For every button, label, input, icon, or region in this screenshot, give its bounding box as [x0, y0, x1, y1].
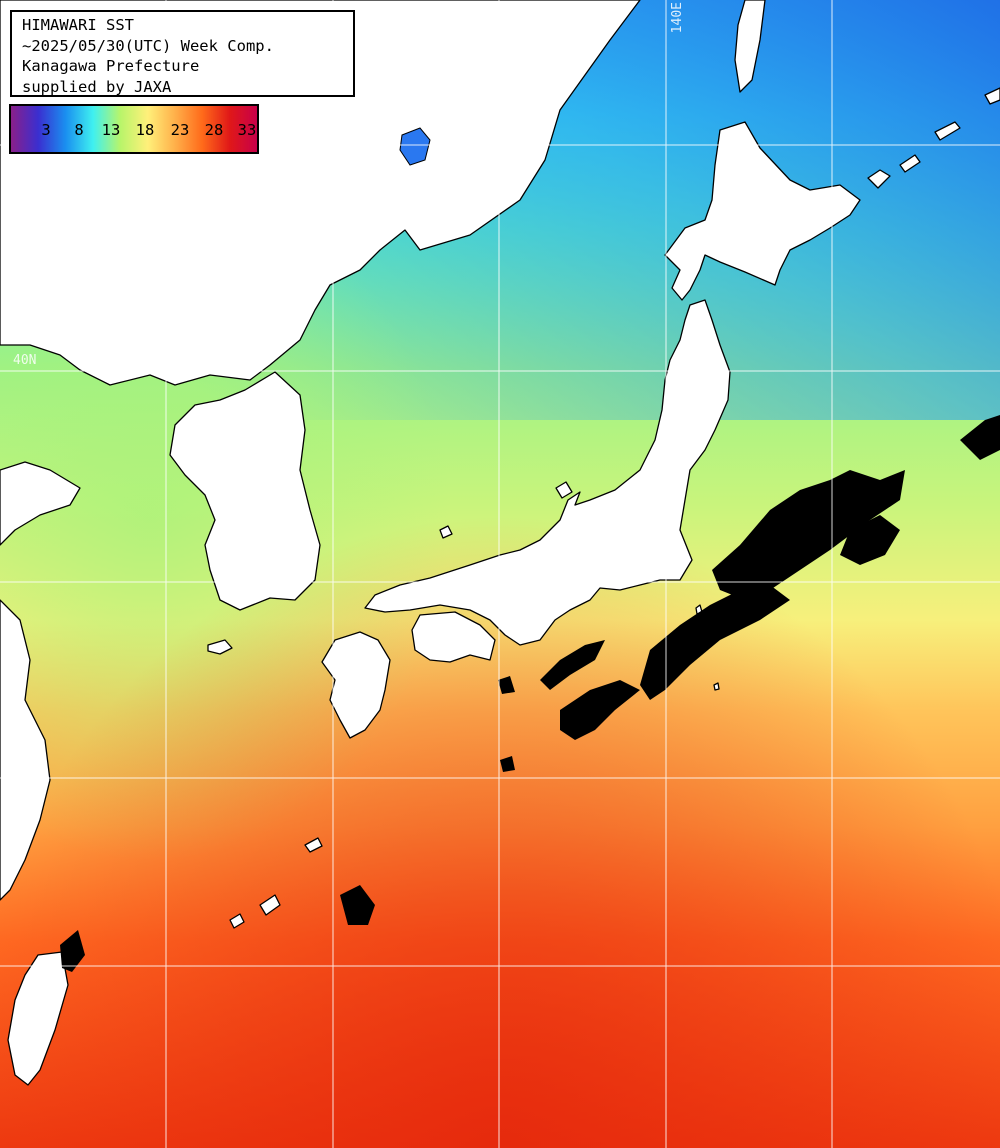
lake-khanka [399, 127, 431, 166]
cloud-mask-7 [60, 930, 85, 972]
land-honshu [364, 299, 731, 646]
legend-tick-6: 33 [237, 121, 257, 139]
cloud-mask-5 [840, 515, 900, 565]
color-scale-legend: 3 8 13 18 23 28 33 [9, 104, 259, 154]
product-title: HIMAWARI SST [22, 16, 134, 34]
land-hokkaido [664, 121, 861, 301]
latitude-label: 40N [13, 353, 37, 368]
land-shikoku [411, 611, 496, 663]
legend-tick-0: 3 [41, 121, 51, 139]
longitude-label: 140E [670, 2, 685, 34]
legend-tick-5: 28 [204, 121, 224, 139]
cloud-mask-4 [540, 640, 605, 690]
data-credit: supplied by JAXA [22, 77, 172, 96]
region-name: Kanagawa Prefecture [22, 57, 200, 75]
cloud-mask-6 [960, 415, 1000, 460]
cloud-mask-1 [712, 470, 905, 600]
land-sakhalin [734, 0, 766, 93]
land-kyushu [321, 631, 391, 739]
legend-tick-4: 23 [170, 121, 190, 139]
legend-tick-3: 18 [135, 121, 155, 139]
cloud-mask-8 [340, 885, 375, 925]
cloud-mask [60, 415, 1000, 972]
land-korea [169, 371, 321, 611]
land-china [0, 461, 81, 546]
legend-tick-labels: 3 8 13 18 23 28 33 [11, 106, 257, 152]
legend-tick-1: 8 [74, 121, 84, 139]
cloud-mask-9 [498, 676, 515, 772]
land-ryukyu [229, 837, 323, 929]
cloud-mask-2 [640, 585, 790, 700]
land-taiwan [7, 951, 69, 1086]
cloud-mask-3 [560, 680, 640, 740]
land-kurils [867, 87, 1000, 189]
land-jeju [207, 639, 233, 655]
land-sado [555, 481, 573, 499]
info-box: HIMAWARI SST ~2025/05/30(UTC) Week Comp.… [10, 10, 355, 97]
composite-period: ~2025/05/30(UTC) Week Comp. [22, 36, 274, 55]
legend-tick-2: 13 [101, 121, 121, 139]
land-china-south [0, 599, 51, 901]
land-oki [439, 525, 453, 539]
